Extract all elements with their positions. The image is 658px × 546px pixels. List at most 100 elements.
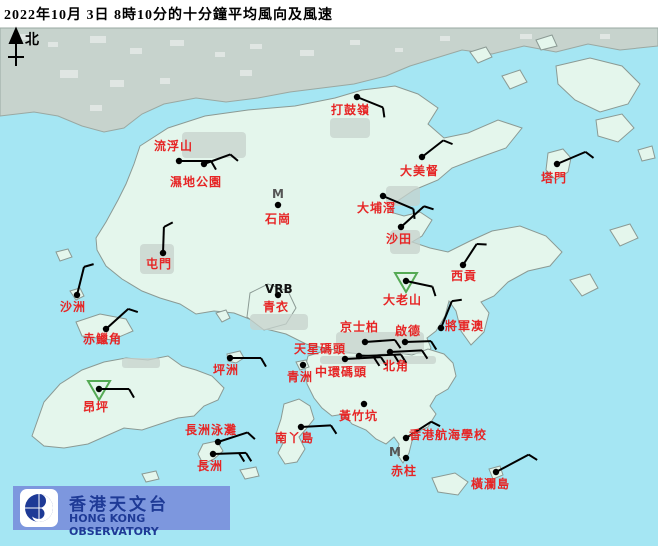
station-waglan-island xyxy=(492,453,538,476)
stations-layer xyxy=(73,93,595,476)
station-lau-fau-shan xyxy=(175,157,217,171)
station-dot xyxy=(274,291,282,299)
station-ta-kwu-ling xyxy=(353,93,386,118)
wind-barb-feather xyxy=(373,356,381,367)
wind-barb-feather xyxy=(245,452,253,462)
station-tates-cairn xyxy=(393,272,437,297)
urban-speckles xyxy=(20,34,610,111)
wind-barb-feather xyxy=(476,243,487,246)
station-dot xyxy=(175,157,183,165)
wind-barb-feather xyxy=(528,453,538,461)
station-dot xyxy=(386,348,394,356)
urban-patches xyxy=(122,118,436,368)
land-lantau xyxy=(31,355,225,449)
wind-barb-feather xyxy=(400,354,408,364)
wind-barb-shaft xyxy=(162,226,165,254)
station-dot xyxy=(214,438,222,446)
page-title: 2022年10月 3日 8時10分的十分鐘平均風向及風速 xyxy=(4,8,333,23)
wind-barb-feather xyxy=(210,160,217,171)
wind-barb-feather xyxy=(128,388,135,399)
triangle-marker xyxy=(86,380,112,402)
station-dot xyxy=(397,223,405,231)
station-dot xyxy=(360,400,368,408)
wind-barb-shaft xyxy=(356,96,384,109)
station-dot xyxy=(553,160,561,168)
wind-barb-shaft xyxy=(495,453,530,473)
station-stanley xyxy=(402,454,410,462)
wind-barb-feather xyxy=(431,286,437,297)
hko-logo-english: HONG KONG OBSERVATORY xyxy=(69,512,159,538)
wind-barb-feather xyxy=(442,139,453,146)
wind-barb-feather xyxy=(430,340,438,351)
station-dot xyxy=(200,160,208,168)
wind-barb-feather xyxy=(127,307,139,313)
wind-barb-feather xyxy=(238,452,246,463)
station-dot xyxy=(299,361,307,369)
wind-barb-feather xyxy=(584,151,595,159)
station-shek-kong xyxy=(274,201,282,209)
station-dot xyxy=(379,192,387,200)
station-dot xyxy=(459,261,467,269)
wind-barb-feather xyxy=(394,339,402,349)
wind-barb-shaft xyxy=(556,150,586,165)
wind-barb-feather xyxy=(380,356,388,367)
wind-barb-shaft xyxy=(405,280,433,288)
wind-barb-shaft xyxy=(462,243,478,266)
wind-barb-feather xyxy=(246,431,256,440)
station-sai-kung xyxy=(459,243,487,269)
station-dot xyxy=(353,93,361,101)
station-central-pier xyxy=(355,352,408,364)
wind-barb-feather xyxy=(423,205,434,211)
station-tap-mun xyxy=(553,150,595,168)
hko-logo-icon xyxy=(20,489,58,527)
station-tai-mei-tuk xyxy=(418,139,453,161)
station-dot xyxy=(341,355,349,363)
wind-barb-shaft xyxy=(389,349,423,353)
wind-barb-feather xyxy=(451,298,462,303)
station-peng-chau xyxy=(226,354,267,368)
station-tsing-yi xyxy=(274,291,282,299)
station-dot xyxy=(492,468,500,476)
station-star-ferry-pier xyxy=(341,355,388,367)
station-north-point xyxy=(386,348,429,360)
wind-barb-shaft xyxy=(364,338,395,343)
wind-barb-feather xyxy=(260,357,267,368)
wind-barb-feather xyxy=(430,420,441,428)
station-cheung-chau-beach xyxy=(214,431,256,446)
station-hk-sea-school xyxy=(402,420,441,442)
station-sha-chau xyxy=(73,263,94,299)
station-tuen-mun xyxy=(159,221,174,257)
station-wetland-park xyxy=(200,153,239,168)
station-dot xyxy=(402,454,410,462)
station-kings-park xyxy=(361,338,402,349)
station-dot xyxy=(209,450,217,458)
north-arrow-icon xyxy=(8,26,24,66)
station-dot xyxy=(297,423,305,431)
wind-barb-feather xyxy=(381,107,386,118)
station-cheung-chau xyxy=(209,450,253,463)
station-ngong-ping xyxy=(86,380,135,402)
station-kai-tak xyxy=(401,338,438,351)
wind-barb-shaft xyxy=(105,308,129,330)
station-dot xyxy=(159,249,167,257)
wind-barb-feather xyxy=(83,263,94,268)
station-dot xyxy=(73,291,81,299)
station-chek-lap-kok xyxy=(102,307,139,333)
station-dot xyxy=(437,324,445,332)
wind-barb-feather xyxy=(229,153,239,162)
wind-barb-shaft xyxy=(440,300,453,329)
wind-barb-shaft xyxy=(300,424,332,428)
wind-barb-feather xyxy=(163,221,174,228)
station-dot xyxy=(418,153,426,161)
station-tseung-kwan-o xyxy=(437,298,462,332)
wind-barb-shaft xyxy=(400,205,425,228)
wind-barb-shaft xyxy=(217,431,248,443)
station-lamma-island xyxy=(297,423,338,435)
station-dot xyxy=(274,201,282,209)
station-dot xyxy=(95,385,103,393)
wind-barb-feather xyxy=(421,349,429,360)
station-dot xyxy=(402,434,410,442)
wind-barb-feather xyxy=(393,354,401,364)
wind-barb-feather xyxy=(412,208,416,219)
